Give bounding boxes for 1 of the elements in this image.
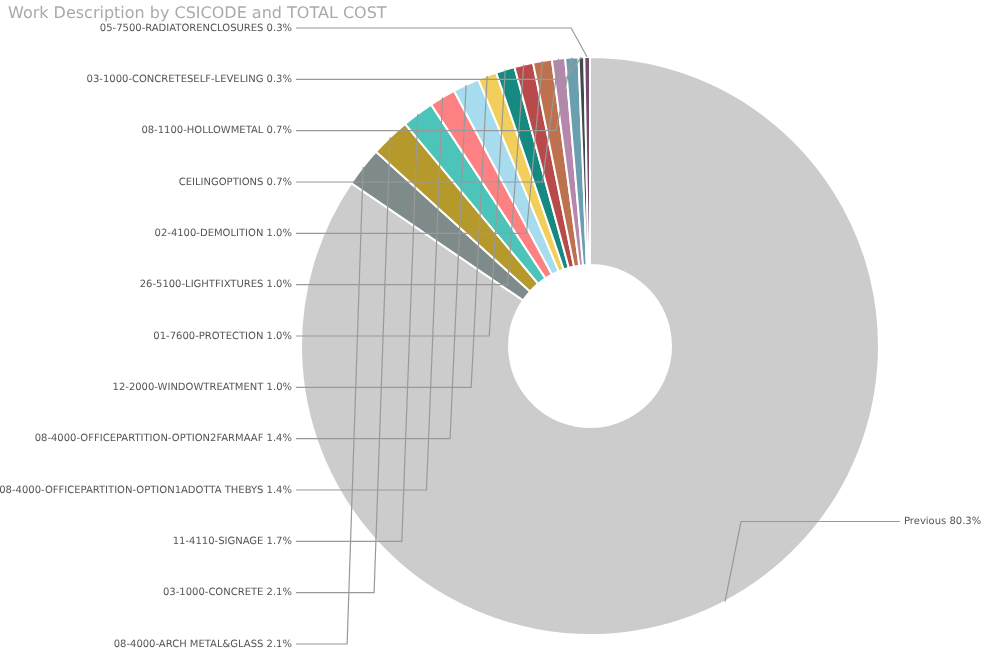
chart-title: Work Description by CSICODE and TOTAL COST [8,4,387,22]
